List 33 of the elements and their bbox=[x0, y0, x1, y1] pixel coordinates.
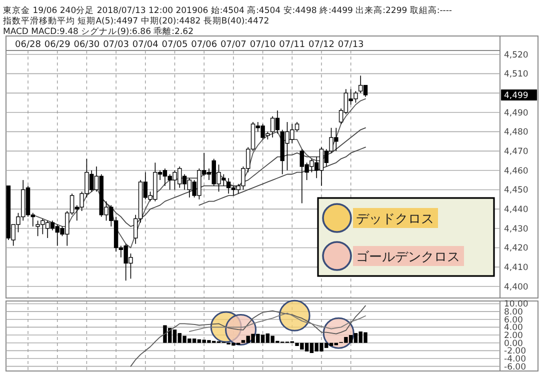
chart-title: 東京金 19/06 240分足 2018/07/13 12:00 201906 始:4504 高:4504 安:4498 終:4499 出来高:2299 取組高:---- bbox=[3, 5, 452, 16]
annotation: ゴールデンクロス bbox=[356, 250, 460, 265]
chart-subtitle: 指数平滑移動平均 短期A(5):4497 中期(20):4482 長期B(40):4472 bbox=[2, 16, 270, 26]
y-tick-label: 4,400 bbox=[504, 282, 528, 292]
y-tick-label: 4,470 bbox=[504, 147, 528, 158]
y-tick-label: 4,440 bbox=[504, 205, 528, 216]
y-tick-label: 6.00 bbox=[504, 315, 523, 326]
y-tick-label: 4,520 bbox=[504, 50, 528, 60]
x-tick-label: 07/04 bbox=[132, 40, 159, 50]
x-tick-label: 07/11 bbox=[279, 40, 306, 50]
text: 4,499 bbox=[504, 90, 528, 101]
y-tick-label: 4,450 bbox=[504, 186, 528, 196]
x-tick-label: 07/06 bbox=[191, 40, 218, 50]
x-tick-label: 07/07 bbox=[220, 40, 246, 50]
x-tick-label: 06/29 bbox=[44, 40, 71, 50]
y-tick-label: 4,480 bbox=[504, 128, 528, 138]
y-tick-label: 4,490 bbox=[504, 108, 528, 118]
y-tick-label: -4.00 bbox=[504, 354, 526, 364]
y-tick-label: 4,410 bbox=[504, 263, 528, 274]
annotation: デッドクロス bbox=[356, 212, 434, 227]
y-tick-label: 4,430 bbox=[504, 224, 528, 234]
y-tick-label: 4,420 bbox=[504, 244, 528, 254]
y-tick-label: 4,510 bbox=[504, 70, 528, 80]
y-tick-label: 4,460 bbox=[504, 166, 528, 176]
x-tick-label: 07/12 bbox=[308, 40, 334, 50]
x-tick-label: 07/10 bbox=[250, 40, 276, 50]
x-tick-label: 07/13 bbox=[338, 40, 364, 50]
x-tick-label: 06/30 bbox=[74, 40, 100, 50]
y-tick-label: -6.00 bbox=[504, 362, 526, 372]
text: MACD MACD:9.48 シグナル(9):6.86 乖離:2.62 bbox=[3, 26, 194, 37]
x-tick-label: 07/03 bbox=[103, 40, 130, 50]
x-tick-label: 07/05 bbox=[162, 40, 188, 50]
x-tick-label: 06/28 bbox=[15, 40, 42, 50]
